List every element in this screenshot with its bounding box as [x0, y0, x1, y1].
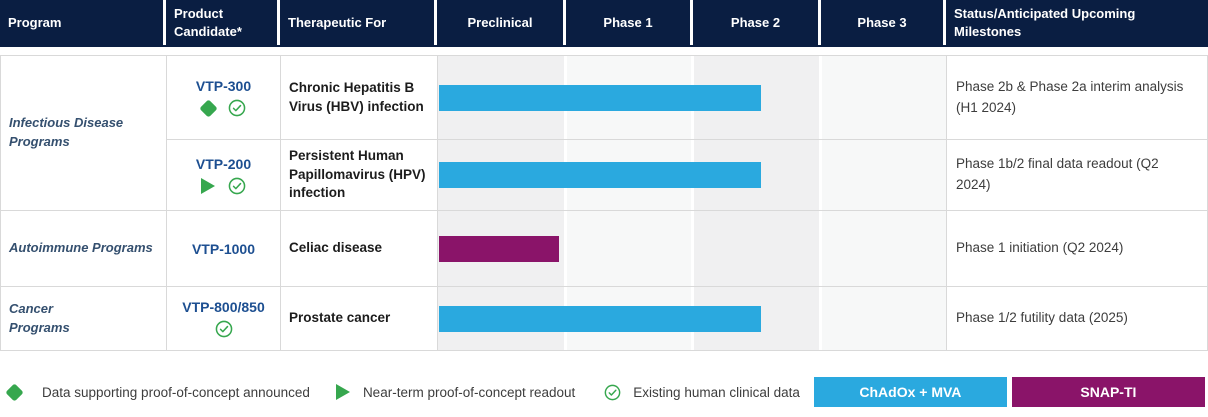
legend-item-diamond: Data supporting proof-of-concept announc… — [5, 382, 310, 402]
program-cell-autoimmune: Autoimmune Programs — [1, 211, 167, 286]
phase-track-cell — [438, 56, 947, 139]
header-phase-3: Phase 3 — [821, 0, 943, 45]
pipeline-table: Program Product Candidate* Therapeutic F… — [0, 0, 1208, 407]
progress-bar-chadox-mva — [439, 84, 761, 111]
table-row-vtp-800-850: VTP-800/850 Prostate cancer — [167, 287, 1207, 350]
milestone-text: Phase 1/2 futility data (2025) — [956, 310, 1128, 326]
header-milestones: Status/Anticipated Upcoming Milestones — [946, 0, 1208, 45]
program-group-autoimmune: Autoimmune Programs VTP-1000 Celiac dise… — [1, 211, 1207, 287]
check-circle-icon — [228, 99, 245, 117]
milestone-text: Phase 1b/2 final data readout (Q2 2024) — [956, 156, 1159, 192]
candidate-cell: VTP-200 — [167, 140, 281, 210]
therapeutic-cell: Persistent Human Papillomavirus (HPV) in… — [281, 140, 438, 210]
candidate-name: VTP-800/850 — [182, 299, 265, 315]
stripe-phase-3 — [822, 287, 946, 350]
header-phase-1: Phase 1 — [566, 0, 690, 45]
table-row-vtp-200: VTP-200 Persistent Human Papillomavirus … — [167, 140, 1207, 210]
diamond-icon — [198, 98, 218, 118]
legend-label: Near-term proof-of-concept readout — [362, 384, 576, 400]
check-circle-icon — [215, 320, 232, 338]
candidate-icons — [201, 177, 246, 195]
therapeutic-label: Celiac disease — [289, 240, 383, 256]
stripe-phase-1 — [567, 211, 691, 286]
candidate-cell: VTP-1000 — [167, 211, 281, 286]
diamond-icon — [5, 382, 24, 402]
table-header-row: Program Product Candidate* Therapeutic F… — [0, 0, 1208, 47]
legend-item-check: Existing human clinical data — [604, 384, 800, 401]
legend-box-snap-ti: SNAP-TI — [1011, 377, 1205, 407]
program-cell-infectious-disease: Infectious Disease Programs — [1, 56, 167, 210]
header-candidate: Product Candidate* — [166, 0, 277, 45]
legend-platform-boxes: ChAdOx + MVA SNAP-TI — [813, 377, 1205, 407]
therapeutic-cell: Prostate cancer — [281, 287, 438, 350]
stripe-phase-3 — [822, 140, 946, 210]
program-cell-cancer: Cancer Programs — [1, 287, 167, 350]
milestone-cell: Phase 2b & Phase 2a interim analysis (H1… — [947, 56, 1207, 139]
table-body: Infectious Disease Programs VTP-300 — [0, 55, 1208, 351]
progress-bar-chadox-mva — [439, 162, 761, 188]
table-row-vtp-300: VTP-300 Chronic Hepatitis B Virus (HBV) … — [167, 56, 1207, 140]
candidate-icons — [198, 98, 246, 118]
legend-label: Existing human clinical data — [633, 384, 800, 400]
candidate-name: VTP-200 — [195, 155, 252, 172]
candidate-name: VTP-300 — [195, 78, 252, 94]
therapeutic-cell: Celiac disease — [281, 211, 438, 286]
check-circle-icon — [228, 177, 246, 194]
phase-track-cell — [438, 211, 947, 286]
therapeutic-label: Chronic Hepatitis B Virus (HBV) infectio… — [289, 79, 424, 114]
milestone-text: Phase 2b & Phase 2a interim analysis (H1… — [956, 78, 1184, 115]
check-circle-icon — [604, 384, 621, 400]
table-row-vtp-1000: VTP-1000 Celiac disease — [167, 211, 1207, 286]
phase-track-cell — [438, 140, 947, 210]
legend-item-triangle: Near-term proof-of-concept readout — [335, 384, 576, 400]
triangle-icon — [335, 384, 350, 400]
legend: Data supporting proof-of-concept announc… — [0, 377, 1208, 407]
phase-track-cell — [438, 287, 947, 350]
header-preclinical: Preclinical — [437, 0, 563, 45]
candidate-cell: VTP-800/850 — [167, 287, 281, 350]
therapeutic-label: Prostate cancer — [289, 310, 391, 326]
header-phase-2: Phase 2 — [693, 0, 818, 45]
triangle-icon — [201, 177, 215, 194]
legend-box-chadox-mva: ChAdOx + MVA — [813, 377, 1007, 407]
candidate-cell: VTP-300 — [167, 56, 281, 139]
milestone-text: Phase 1 initiation (Q2 2024) — [956, 240, 1124, 256]
progress-bar-snap-ti — [439, 235, 559, 262]
header-program: Program — [0, 0, 163, 45]
milestone-cell: Phase 1b/2 final data readout (Q2 2024) — [947, 140, 1207, 210]
program-group-infectious-disease: Infectious Disease Programs VTP-300 — [1, 56, 1207, 211]
progress-bar-chadox-mva — [439, 305, 761, 332]
header-therapeutic: Therapeutic For — [280, 0, 434, 45]
program-group-cancer: Cancer Programs VTP-800/850 — [1, 287, 1207, 350]
milestone-cell: Phase 1 initiation (Q2 2024) — [947, 211, 1207, 286]
legend-label: Data supporting proof-of-concept announc… — [42, 384, 310, 400]
program-label: Cancer Programs — [9, 300, 70, 335]
program-label: Autoimmune Programs — [9, 240, 153, 256]
stripe-phase-2 — [694, 211, 819, 286]
therapeutic-cell: Chronic Hepatitis B Virus (HBV) infectio… — [281, 56, 438, 139]
therapeutic-label: Persistent Human Papillomavirus (HPV) in… — [289, 147, 426, 201]
stripe-phase-3 — [822, 211, 946, 286]
milestone-cell: Phase 1/2 futility data (2025) — [947, 287, 1207, 350]
stripe-phase-3 — [822, 56, 946, 139]
candidate-icons — [215, 320, 233, 338]
program-label: Infectious Disease Programs — [9, 115, 124, 149]
candidate-name: VTP-1000 — [191, 240, 256, 257]
